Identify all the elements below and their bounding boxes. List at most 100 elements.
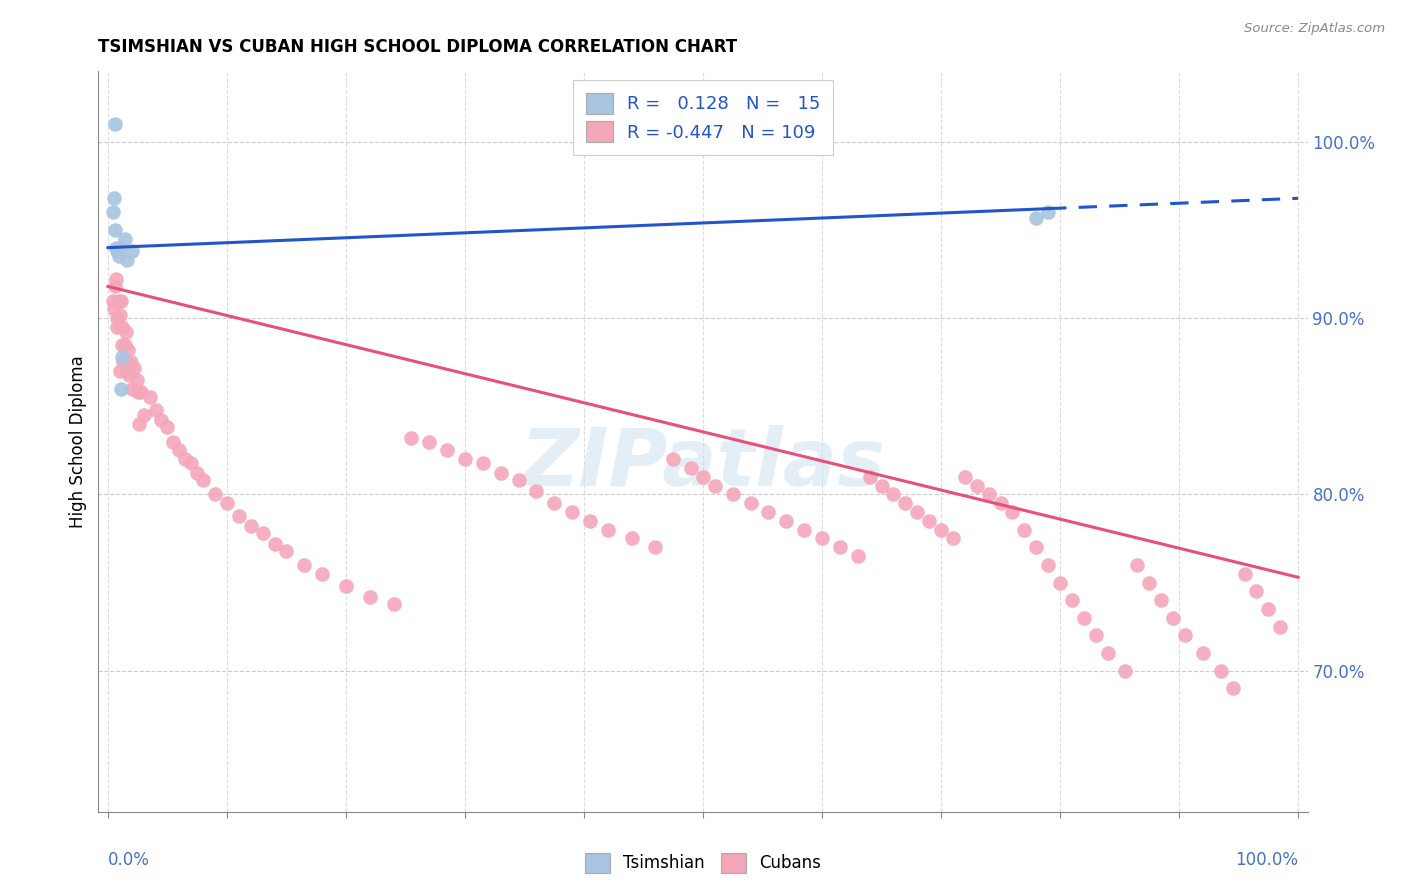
Point: [107, 311, 129, 326]
Point: [508, 473, 530, 487]
Point: [121, 382, 143, 396]
Point: [112, 355, 135, 369]
Point: [436, 443, 458, 458]
Point: [1073, 611, 1095, 625]
Point: [1060, 593, 1083, 607]
Point: [180, 456, 202, 470]
Point: [107, 249, 129, 263]
Point: [335, 579, 357, 593]
Point: [103, 302, 125, 317]
Point: [1209, 664, 1232, 678]
Point: [740, 496, 762, 510]
Point: [107, 293, 129, 308]
Point: [186, 467, 208, 481]
Point: [596, 523, 619, 537]
Point: [252, 526, 274, 541]
Point: [775, 514, 797, 528]
Point: [918, 514, 941, 528]
Point: [662, 452, 685, 467]
Point: [401, 431, 423, 445]
Text: 100.0%: 100.0%: [1234, 851, 1298, 869]
Point: [793, 523, 815, 537]
Point: [101, 293, 124, 308]
Point: [1233, 566, 1256, 581]
Point: [191, 473, 214, 487]
Point: [990, 496, 1012, 510]
Point: [150, 413, 173, 427]
Point: [1025, 541, 1047, 555]
Point: [942, 532, 965, 546]
Point: [118, 368, 141, 382]
Point: [894, 496, 917, 510]
Point: [121, 244, 143, 259]
Point: [204, 487, 226, 501]
Point: [681, 461, 703, 475]
Point: [162, 434, 184, 449]
Point: [105, 272, 128, 286]
Point: [1036, 205, 1059, 219]
Point: [882, 487, 904, 501]
Point: [721, 487, 744, 501]
Point: [1222, 681, 1244, 696]
Point: [870, 478, 893, 492]
Point: [1192, 646, 1215, 660]
Point: [108, 241, 131, 255]
Text: 0.0%: 0.0%: [108, 851, 150, 869]
Point: [115, 252, 138, 267]
Point: [1246, 584, 1268, 599]
Point: [105, 241, 128, 255]
Point: [138, 391, 160, 405]
Point: [1257, 602, 1279, 616]
Text: TSIMSHIAN VS CUBAN HIGH SCHOOL DIPLOMA CORRELATION CHART: TSIMSHIAN VS CUBAN HIGH SCHOOL DIPLOMA C…: [98, 38, 738, 56]
Point: [145, 402, 167, 417]
Point: [1036, 558, 1059, 572]
Point: [263, 537, 285, 551]
Point: [811, 532, 834, 546]
Point: [239, 519, 262, 533]
Point: [1270, 620, 1292, 634]
Point: [311, 566, 333, 581]
Point: [758, 505, 780, 519]
Point: [524, 483, 547, 498]
Point: [111, 350, 134, 364]
Point: [108, 308, 131, 322]
Point: [1114, 664, 1136, 678]
Point: [692, 470, 714, 484]
Point: [104, 223, 127, 237]
Legend: Tsimshian, Cubans: Tsimshian, Cubans: [578, 847, 828, 880]
Point: [110, 382, 132, 396]
Point: [292, 558, 315, 572]
Point: [107, 320, 129, 334]
Point: [1084, 628, 1107, 642]
Point: [1150, 593, 1173, 607]
Point: [1001, 505, 1024, 519]
Point: [117, 343, 139, 357]
Point: [846, 549, 869, 563]
Point: [1126, 558, 1149, 572]
Point: [228, 508, 250, 523]
Point: [1049, 575, 1071, 590]
Point: [120, 355, 142, 369]
Point: [471, 456, 494, 470]
Point: [129, 385, 152, 400]
Point: [114, 355, 136, 369]
Y-axis label: High School Diploma: High School Diploma: [69, 355, 87, 528]
Text: Source: ZipAtlas.com: Source: ZipAtlas.com: [1244, 22, 1385, 36]
Point: [953, 470, 976, 484]
Point: [174, 452, 197, 467]
Point: [1174, 628, 1197, 642]
Text: ZIPatlas: ZIPatlas: [520, 425, 886, 503]
Point: [644, 541, 666, 555]
Point: [114, 232, 136, 246]
Point: [115, 364, 138, 378]
Point: [418, 434, 440, 449]
Point: [620, 532, 643, 546]
Point: [110, 293, 132, 308]
Point: [1097, 646, 1119, 660]
Point: [543, 496, 565, 510]
Point: [703, 478, 725, 492]
Point: [1025, 211, 1047, 225]
Point: [929, 523, 952, 537]
Point: [489, 467, 512, 481]
Point: [966, 478, 988, 492]
